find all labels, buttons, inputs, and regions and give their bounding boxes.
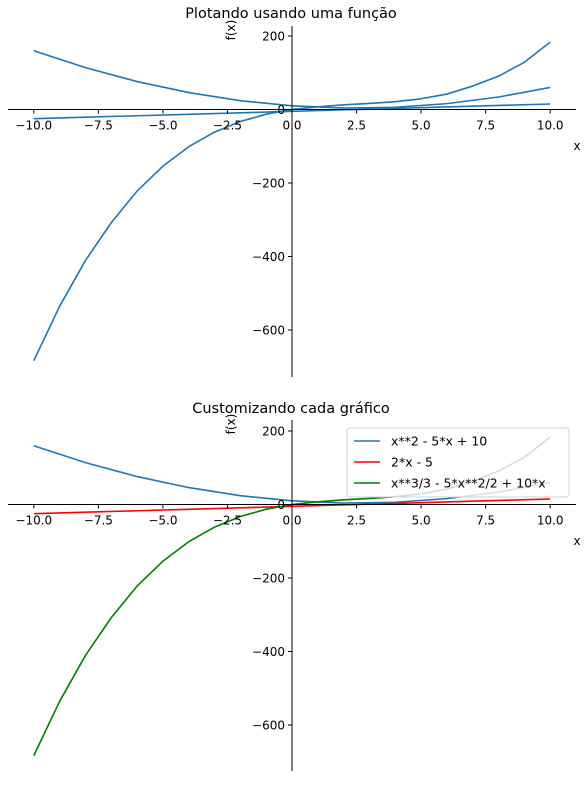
- chart-2: Customizando cada gráfico −10.0 −7.5 −5.0 −2…: [8, 401, 581, 771]
- x-tick-label: 0.0: [282, 119, 301, 133]
- chart-title: Plotando usando uma função: [185, 6, 397, 22]
- x-axis-label: x: [573, 534, 580, 548]
- x-tick-label: 7.5: [476, 514, 495, 528]
- x-tick-label: −2.5: [213, 119, 242, 133]
- legend-label: 2*x - 5: [391, 455, 433, 470]
- x-tick-label: −10.0: [15, 119, 52, 133]
- x-axis-label: x: [573, 139, 580, 153]
- legend-box: [346, 427, 570, 498]
- legend: x**2 - 5*x + 10 2*x - 5 x**3/3 - 5*x**2/2 …: [346, 427, 570, 498]
- y-tick-label: −400: [252, 645, 285, 659]
- x-tick-label: 0.0: [282, 514, 301, 528]
- y-tick-label: −400: [252, 250, 285, 264]
- x-tick-label: 5.0: [412, 514, 431, 528]
- legend-label: x**3/3 - 5*x**2/2 + 10*x: [391, 476, 546, 491]
- chart-1: Plotando usando uma função −10.0 −7.5 −5.0 −…: [8, 6, 581, 377]
- chart-title: Customizando cada gráfico: [192, 401, 390, 417]
- y-tick-label: −600: [252, 324, 285, 338]
- legend-label: x**2 - 5*x + 10: [391, 434, 487, 449]
- x-tick-label: 5.0: [412, 119, 431, 133]
- x-tick-label: 7.5: [476, 119, 495, 133]
- x-tick-label: −5.0: [148, 514, 177, 528]
- y-tick-label: −200: [252, 177, 285, 191]
- y-axis-label: f(x): [224, 414, 238, 435]
- x-tick-label: −7.5: [84, 119, 113, 133]
- y-axis-label: f(x): [224, 20, 238, 41]
- x-tick-label: −2.5: [213, 514, 242, 528]
- x-tick-label: 2.5: [347, 514, 366, 528]
- y-tick-label: 200: [262, 30, 285, 44]
- x-tick-label: −7.5: [84, 514, 113, 528]
- y-tick-label: −600: [252, 719, 285, 733]
- y-tick-label: 200: [262, 425, 285, 439]
- x-tick-label: 10.0: [537, 119, 564, 133]
- y-tick-label: 0: [277, 103, 285, 117]
- x-tick-label: −5.0: [148, 119, 177, 133]
- y-tick-label: 0: [277, 498, 285, 512]
- x-tick-label: −10.0: [15, 514, 52, 528]
- x-tick-label: 10.0: [537, 514, 564, 528]
- x-tick-label: 2.5: [347, 119, 366, 133]
- y-tick-label: −200: [252, 572, 285, 586]
